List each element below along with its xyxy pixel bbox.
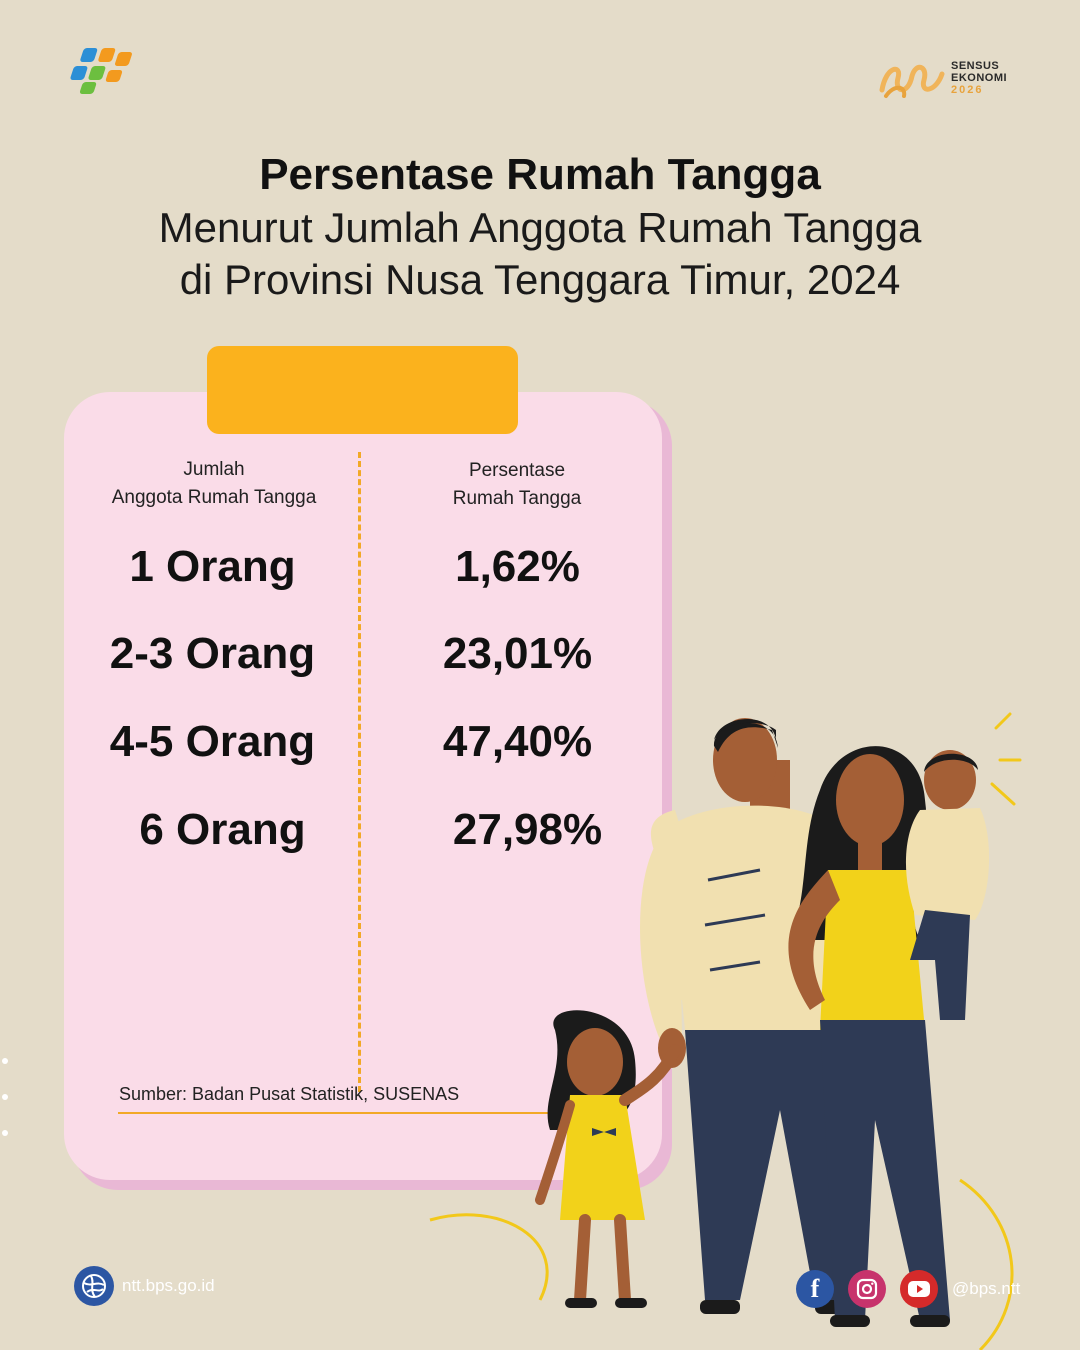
source-underline (118, 1112, 563, 1114)
row-label-3: 4-5 Orang (109, 717, 316, 766)
social-links: f @bps.ntt (796, 1270, 1020, 1308)
website-url[interactable]: ntt.bps.go.id (122, 1276, 215, 1295)
sensus-ekonomi-mark-icon (879, 64, 945, 98)
row-label-1: 1 Orang (129, 542, 296, 591)
row-label-4: 6 Orang (139, 805, 306, 854)
page-title: Persentase Rumah Tangga (259, 150, 821, 199)
page-subtitle-line1: Menurut Jumlah Anggota Rumah Tangga (158, 204, 922, 251)
social-handle[interactable]: @bps.ntt (952, 1279, 1021, 1298)
se-logo-line2: EKONOMI (951, 72, 1008, 84)
column-header-percentage-line2: Rumah Tangga (452, 488, 582, 509)
column-header-members: Jumlah Anggota Rumah Tangga (80, 456, 348, 512)
page-title-block: Persentase Rumah Tangga Menurut Jumlah A… (40, 148, 1040, 306)
column-header-percentage: Persentase Rumah Tangga (392, 457, 642, 513)
page-subtitle-line2: di Provinsi Nusa Tenggara Timur, 2024 (179, 256, 901, 303)
instagram-icon[interactable] (848, 1270, 886, 1308)
side-dots (2, 1058, 8, 1166)
website-link[interactable]: ntt.bps.go.id (74, 1266, 215, 1306)
se-logo-line3: 2026 (951, 84, 984, 96)
globe-icon (74, 1266, 114, 1306)
sensus-ekonomi-logo: SENSUS EKONOMI 2026 (876, 56, 1026, 104)
source-note: Sumber: Badan Pusat Statistik, SUSENAS (119, 1084, 460, 1104)
column-header-percentage-line1: Persentase (468, 460, 566, 481)
row-value-3: 47,40% (442, 717, 593, 766)
row-value-1: 1,62% (455, 542, 580, 591)
facebook-icon[interactable]: f (796, 1270, 834, 1308)
column-header-members-line1: Jumlah (183, 459, 245, 480)
family-illustration (429, 712, 1022, 1350)
row-label-2: 2-3 Orang (109, 629, 316, 678)
se-logo-line1: SENSUS (951, 60, 1000, 72)
row-value-4: 27,98% (452, 805, 603, 854)
card-tab (207, 346, 518, 434)
column-header-members-line2: Anggota Rumah Tangga (111, 487, 317, 508)
bps-logo (70, 48, 132, 94)
column-divider (358, 452, 361, 1092)
row-value-2: 23,01% (442, 629, 593, 678)
youtube-icon[interactable] (900, 1270, 938, 1308)
